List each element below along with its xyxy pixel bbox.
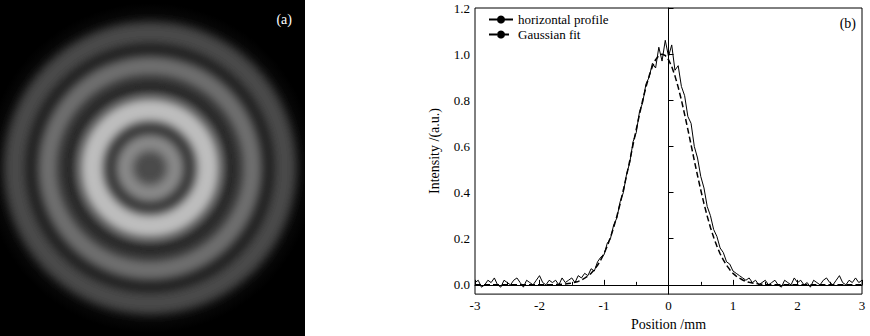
svg-text:Gaussian fit: Gaussian fit <box>518 27 581 42</box>
svg-text:-1: -1 <box>599 298 610 313</box>
svg-text:(b): (b) <box>840 16 857 32</box>
svg-text:Intensity /(a.u.): Intensity /(a.u.) <box>427 108 443 194</box>
svg-text:0.2: 0.2 <box>454 231 470 246</box>
svg-text:0.6: 0.6 <box>454 139 471 154</box>
svg-text:Position /mm: Position /mm <box>631 317 706 332</box>
svg-text:2: 2 <box>794 298 801 313</box>
svg-text:horizontal profile: horizontal profile <box>518 12 609 27</box>
svg-text:0.8: 0.8 <box>454 93 470 108</box>
svg-text:0.4: 0.4 <box>454 185 471 200</box>
svg-text:1.0: 1.0 <box>454 47 470 62</box>
svg-text:-2: -2 <box>534 298 545 313</box>
svg-text:0: 0 <box>665 298 672 313</box>
svg-text:(a): (a) <box>276 12 292 28</box>
svg-text:3: 3 <box>859 298 866 313</box>
svg-text:-3: -3 <box>470 298 481 313</box>
svg-text:1: 1 <box>730 298 737 313</box>
svg-text:0.0: 0.0 <box>454 277 470 292</box>
svg-text:1.2: 1.2 <box>454 1 470 16</box>
